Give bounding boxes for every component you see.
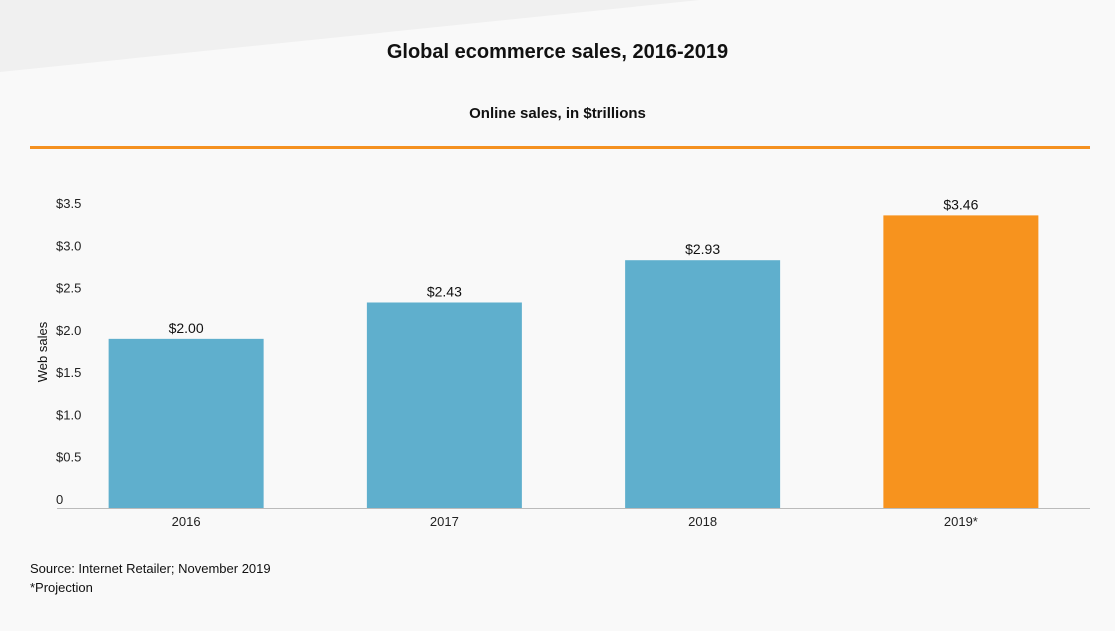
projection-note: *Projection bbox=[30, 580, 93, 595]
bar bbox=[625, 260, 781, 508]
accent-divider bbox=[30, 146, 1090, 149]
y-tick-label: $1.5 bbox=[56, 365, 81, 380]
data-label: $2.43 bbox=[427, 283, 462, 299]
source-note: Source: Internet Retailer; November 2019 bbox=[30, 561, 271, 576]
bar bbox=[108, 338, 264, 508]
data-label: $2.93 bbox=[685, 241, 720, 257]
chart-title: Global ecommerce sales, 2016-2019 bbox=[386, 41, 729, 63]
data-label: $3.46 bbox=[943, 196, 978, 212]
data-label: $2.00 bbox=[169, 320, 204, 336]
x-tick-label: 2016 bbox=[172, 514, 201, 529]
background-shape bbox=[0, 0, 700, 72]
bar-chart: 0 $0.5 $1.0 $1.5 $2.0 $2.5 $3.0 $3.5 Web sales $2… bbox=[35, 196, 1090, 529]
bar bbox=[883, 215, 1039, 508]
y-tick-label: $2.0 bbox=[56, 323, 81, 338]
y-axis-title: Web sales bbox=[35, 321, 50, 382]
y-tick-label: $3.5 bbox=[56, 196, 81, 211]
bar bbox=[366, 302, 522, 508]
y-tick-label: $1.0 bbox=[56, 407, 81, 422]
y-tick-label: $2.5 bbox=[56, 281, 81, 296]
x-tick-label: 2017 bbox=[430, 514, 459, 529]
x-tick-label: 2019* bbox=[944, 514, 978, 529]
y-tick-label: $3.0 bbox=[56, 238, 81, 253]
y-tick-label: 0 bbox=[56, 492, 63, 507]
chart-subtitle: Online sales, in $trillions bbox=[469, 105, 646, 122]
x-tick-label: 2018 bbox=[688, 514, 717, 529]
y-tick-label: $0.5 bbox=[56, 450, 81, 465]
